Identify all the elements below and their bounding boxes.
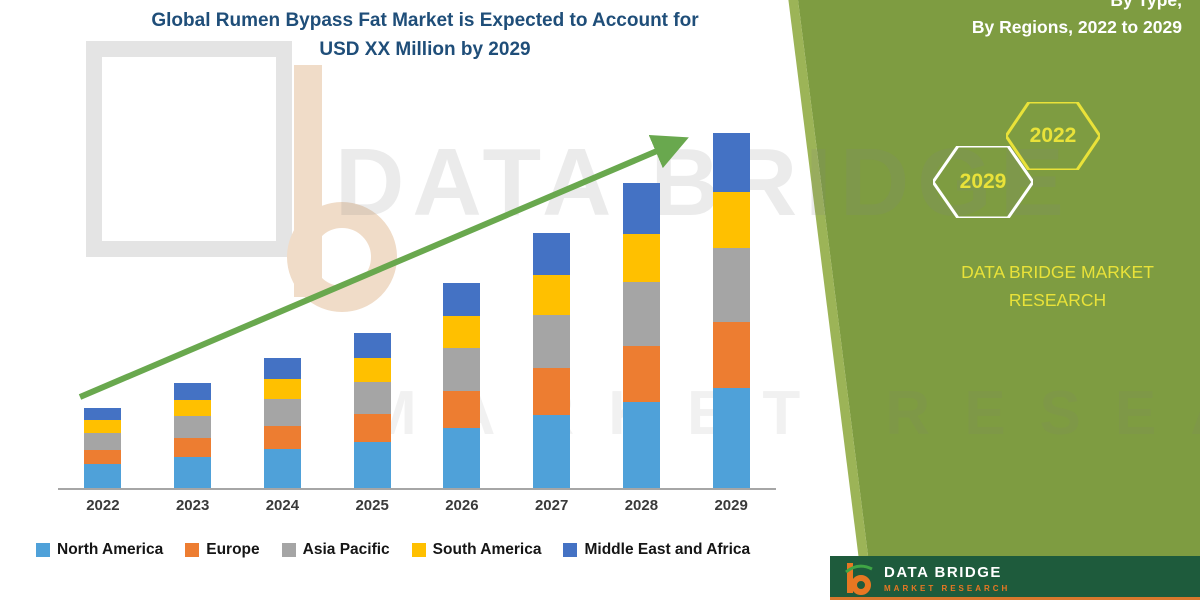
title-line1: Global Rumen Bypass Fat Market is Expect… [151, 10, 699, 31]
bar-segment-2027-south-america [533, 275, 571, 315]
footer-accent-line [830, 597, 1200, 600]
bar-2026 [443, 283, 481, 488]
bar-segment-2029-south-america [712, 192, 750, 248]
bar-segment-2024-asia-pacific [263, 399, 301, 426]
bar-2023 [174, 383, 212, 488]
bar-segment-2026-europe [443, 391, 481, 428]
legend-label-south-america: South America [432, 541, 542, 558]
bar-segment-2026-north-america [443, 428, 481, 488]
x-axis-label-2025: 2025 [355, 497, 389, 514]
x-axis-labels: 2022 2023 2024 2025 2026 2027 2028 2029 [58, 497, 776, 514]
bar-segment-2027-middle-east-and-africa [533, 233, 571, 275]
bar-segment-2028-north-america [622, 402, 660, 488]
bar-segment-2023-asia-pacific [174, 416, 212, 438]
bar-segment-2022-north-america [84, 464, 122, 488]
bar-segment-2022-europe [84, 450, 122, 464]
bar-segment-2028-asia-pacific [622, 282, 660, 346]
page-title: Global Rumen Bypass Fat Market is Expect… [30, 6, 820, 64]
bar-segment-2028-south-america [622, 234, 660, 282]
bar-2025 [353, 333, 391, 488]
x-axis-label-2028: 2028 [624, 497, 659, 514]
x-axis-label-2023: 2023 [175, 497, 210, 514]
hexagon-2029-label: 2029 [959, 170, 1007, 193]
bar-segment-2029-middle-east-and-africa [712, 133, 750, 192]
hexagon-2022-label: 2022 [1029, 124, 1077, 147]
title-line2: USD XX Million by 2029 [319, 39, 531, 60]
side-panel-heading: By Type, By Regions, 2022 to 2029 [972, 0, 1182, 41]
bar-2022 [84, 408, 122, 488]
bar-segment-2026-south-america [443, 316, 481, 348]
bar-2024 [263, 358, 301, 488]
legend-label-middle-east-and-africa: Middle East and Africa [584, 541, 751, 558]
side-heading-line2: By Regions, 2022 to 2029 [971, 17, 1182, 37]
x-axis-label-2026: 2026 [445, 497, 479, 514]
legend-item-europe: Europe [185, 541, 260, 559]
x-axis-label-2022: 2022 [86, 497, 120, 514]
x-axis-label-2024: 2024 [265, 497, 300, 514]
bar-segment-2027-asia-pacific [533, 315, 571, 368]
legend-swatch-europe [185, 543, 200, 557]
side-panel-brand: DATA BRIDGE MARKET RESEARCH [955, 258, 1160, 314]
bar-segment-2023-europe [174, 438, 212, 457]
legend-item-asia-pacific: Asia Pacific [281, 541, 390, 559]
bar-segment-2026-asia-pacific [443, 348, 481, 391]
x-axis-label-2027: 2027 [534, 497, 569, 514]
bar-segment-2024-middle-east-and-africa [263, 358, 301, 379]
legend-label-europe: Europe [206, 541, 260, 558]
bar-segment-2025-south-america [353, 358, 391, 382]
bar-segment-2022-south-america [84, 420, 122, 433]
legend-label-asia-pacific: Asia Pacific [302, 541, 390, 558]
bar-segment-2023-middle-east-and-africa [174, 383, 212, 400]
legend-item-south-america: South America [411, 541, 542, 559]
bar-segment-2025-asia-pacific [353, 382, 391, 414]
bar-segment-2024-europe [263, 426, 301, 449]
bar-2027 [533, 233, 571, 488]
footer-sub-brand: MARKET RESEARCH [884, 583, 1011, 593]
hexagon-2022: 2022 [1004, 100, 1102, 172]
side-heading-line1: By Type, [1110, 0, 1182, 10]
bar-segment-2028-middle-east-and-africa [622, 183, 660, 234]
bar-segment-2029-asia-pacific [712, 248, 750, 322]
bar-segment-2025-middle-east-and-africa [353, 333, 391, 358]
legend-item-middle-east-and-africa: Middle East and Africa [563, 541, 750, 559]
bar-segment-2022-middle-east-and-africa [84, 408, 122, 420]
bar-segment-2027-europe [533, 368, 571, 415]
bar-segment-2025-north-america [353, 442, 391, 488]
footer-brand-name: DATA BRIDGE [884, 563, 1002, 581]
legend-swatch-asia-pacific [281, 543, 296, 557]
bar-plot [58, 118, 776, 490]
x-axis-label-2029: 2029 [714, 497, 748, 514]
footer-text: DATA BRIDGE MARKET RESEARCH [884, 564, 1010, 593]
bar-segment-2023-north-america [174, 457, 212, 488]
bar-segment-2024-south-america [263, 379, 301, 399]
bar-segment-2029-europe [712, 322, 750, 388]
legend: North America Europe Asia Pacific South Ame… [36, 541, 750, 559]
bar-segment-2026-middle-east-and-africa [443, 283, 481, 316]
bar-segment-2022-asia-pacific [84, 433, 122, 450]
side-brand-line1: DATA BRIDGE MARKET [961, 262, 1154, 282]
bar-segment-2029-north-america [712, 388, 750, 488]
legend-label-north-america: North America [57, 541, 164, 558]
legend-item-north-america: North America [36, 541, 163, 559]
bar-segment-2024-north-america [263, 449, 301, 488]
bar-segment-2027-north-america [533, 415, 571, 488]
bar-2028 [622, 183, 660, 488]
data-bridge-logo-icon [845, 563, 873, 595]
bar-segment-2023-south-america [174, 400, 212, 416]
side-brand-line2: RESEARCH [1008, 290, 1107, 310]
bar-2029 [712, 133, 750, 488]
bar-segment-2028-europe [622, 346, 660, 402]
legend-swatch-south-america [411, 543, 426, 557]
legend-swatch-middle-east-and-africa [563, 543, 578, 557]
footer-brand-strip: DATA BRIDGE MARKET RESEARCH [830, 556, 1200, 600]
legend-swatch-north-america [36, 543, 50, 557]
bar-segment-2025-europe [353, 414, 391, 442]
